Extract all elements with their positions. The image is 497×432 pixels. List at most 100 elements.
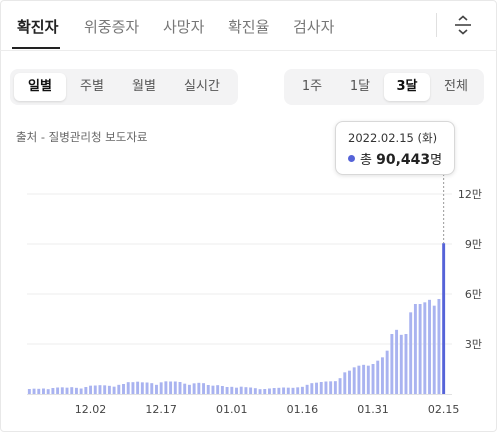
bar[interactable] [169, 381, 173, 395]
tab-positive-rate[interactable]: 확진율 [228, 18, 270, 36]
bar[interactable] [362, 364, 366, 394]
bar[interactable] [202, 383, 206, 394]
bar[interactable] [122, 384, 125, 394]
bar[interactable] [98, 385, 102, 394]
bar[interactable] [65, 387, 69, 394]
bar[interactable] [352, 367, 356, 394]
bar[interactable] [225, 387, 229, 394]
bar[interactable] [333, 381, 337, 394]
bar[interactable] [159, 382, 163, 394]
bar[interactable] [409, 312, 413, 394]
bar[interactable] [404, 334, 408, 394]
bar[interactable] [126, 382, 130, 394]
bar[interactable] [437, 299, 441, 394]
tab-deaths[interactable]: 사망자 [163, 18, 205, 36]
bar[interactable] [230, 386, 234, 394]
bar[interactable] [178, 382, 182, 394]
bar[interactable] [395, 329, 399, 394]
period-realtime-button[interactable]: 실시간 [184, 79, 220, 94]
bar[interactable] [277, 387, 281, 394]
range-all-button[interactable]: 전체 [444, 79, 468, 94]
bar[interactable] [244, 387, 248, 394]
bar[interactable] [46, 389, 50, 394]
bar[interactable] [239, 386, 243, 394]
bar[interactable] [253, 388, 257, 394]
bar[interactable] [37, 388, 41, 394]
range-1month-button[interactable]: 1달 [349, 79, 371, 94]
bar[interactable] [300, 386, 304, 394]
bar[interactable] [310, 383, 314, 394]
tab-confirmed[interactable]: 확진자 [17, 18, 59, 36]
bar[interactable] [272, 388, 276, 394]
range-1week-button[interactable]: 1주 [301, 79, 323, 94]
bar[interactable] [27, 389, 31, 394]
bar[interactable] [235, 387, 238, 394]
bar[interactable] [103, 385, 107, 394]
bar[interactable] [89, 385, 93, 394]
bar[interactable] [418, 304, 422, 394]
bar[interactable] [140, 382, 144, 394]
bar[interactable] [348, 370, 351, 394]
bar[interactable] [42, 388, 45, 395]
bar[interactable] [173, 381, 177, 395]
bar[interactable] [51, 388, 55, 394]
bar[interactable] [197, 382, 201, 394]
bar[interactable] [206, 385, 210, 394]
bar[interactable] [371, 364, 375, 394]
bar[interactable] [107, 385, 111, 394]
bar[interactable] [324, 381, 328, 395]
bar[interactable] [155, 384, 158, 394]
bar[interactable] [70, 387, 74, 394]
range-3months-button[interactable]: 3달 [384, 73, 430, 101]
bar[interactable] [428, 299, 431, 394]
bar[interactable] [60, 387, 64, 394]
bar[interactable] [192, 383, 196, 394]
bar[interactable] [338, 378, 342, 394]
bar[interactable] [380, 357, 384, 394]
bar-highlighted[interactable] [442, 243, 446, 394]
bar[interactable] [286, 387, 290, 394]
reorder-icon[interactable] [450, 12, 476, 38]
bar[interactable] [183, 383, 187, 394]
bar[interactable] [164, 381, 168, 394]
bar[interactable] [329, 381, 333, 394]
tab-tested[interactable]: 검사자 [293, 18, 335, 36]
bar[interactable] [93, 385, 97, 395]
bar[interactable] [220, 386, 224, 394]
bar[interactable] [315, 382, 318, 394]
bar[interactable] [263, 389, 267, 394]
bar[interactable] [249, 387, 253, 395]
period-monthly-button[interactable]: 월별 [132, 79, 156, 94]
bar[interactable] [211, 385, 215, 394]
bar[interactable] [32, 388, 36, 394]
bar[interactable] [74, 387, 78, 394]
bar[interactable] [145, 382, 149, 395]
bar[interactable] [282, 387, 286, 395]
bar[interactable] [84, 387, 88, 394]
bar[interactable] [305, 384, 309, 394]
bar[interactable] [112, 386, 116, 394]
period-daily-button[interactable]: 일별 [14, 73, 66, 101]
bar[interactable] [376, 360, 380, 394]
bar[interactable] [117, 384, 121, 394]
bar[interactable] [150, 383, 154, 394]
bar[interactable] [268, 388, 271, 395]
bar[interactable] [319, 382, 323, 394]
bar[interactable] [136, 381, 140, 394]
bar[interactable] [385, 350, 389, 394]
bar[interactable] [432, 305, 436, 394]
bar[interactable] [56, 387, 60, 395]
bar[interactable] [390, 334, 394, 394]
bar[interactable] [79, 388, 83, 395]
bar[interactable] [216, 385, 220, 394]
bar[interactable] [357, 365, 361, 394]
bar[interactable] [131, 382, 135, 394]
period-weekly-button[interactable]: 주별 [80, 79, 104, 94]
bar[interactable] [413, 304, 417, 394]
bar[interactable] [258, 389, 262, 394]
bar[interactable] [187, 384, 191, 394]
bar[interactable] [399, 334, 403, 394]
bar[interactable] [291, 387, 295, 394]
bar[interactable] [296, 387, 300, 394]
